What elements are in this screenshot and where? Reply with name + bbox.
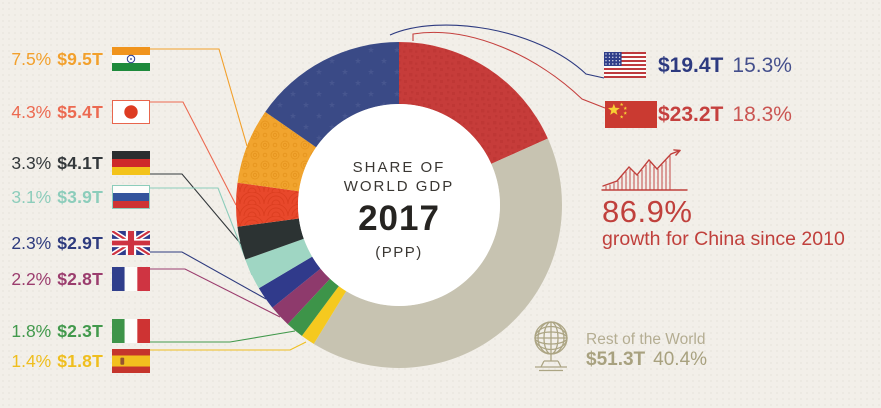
germany-gdp-value: $4.1T [57, 152, 103, 173]
donut-segment-india [237, 111, 317, 192]
center-title-line2: WORLD GDP [343, 178, 455, 195]
donut-segment-united-kingdom [258, 256, 321, 308]
united-kingdom-flag-icon [110, 228, 152, 258]
rest-of-world-label: Rest of the World [586, 331, 706, 348]
russia-flag-icon [112, 185, 150, 209]
italy-gdp-percent: 1.8% [11, 320, 52, 341]
gdp-row-spain: 1.4% $1.8T [0, 349, 150, 373]
center-subtitle: (PPP) [375, 244, 423, 261]
gdp-row-germany: 3.3% $4.1T [0, 151, 150, 175]
gdp-row-russia: 3.1% $3.9T [0, 185, 150, 209]
chart-center-label: SHARE OF WORLD GDP 2017 (PPP) [299, 158, 499, 261]
donut-hole [298, 104, 500, 306]
leader-line-9 [412, 31, 606, 109]
india-flag-icon [112, 47, 150, 71]
leader-line-7 [150, 341, 307, 351]
russia-gdp-value: $3.9T [57, 186, 103, 207]
center-title-line1: SHARE OF [352, 159, 446, 176]
usa-flag-icon [604, 52, 646, 79]
leader-line-8 [389, 24, 605, 79]
leader-line-2 [150, 173, 242, 245]
united-kingdom-gdp-value: $2.9T [57, 232, 103, 253]
gdp-row-united-kingdom: 2.3% $2.9T [0, 228, 152, 258]
leader-line-0 [150, 48, 248, 147]
gdp-row-india: 7.5% $9.5T [0, 47, 150, 71]
italy-flag-icon [112, 319, 150, 343]
spain-flag-icon [112, 349, 150, 373]
gdp-row-japan: 4.3% $5.4T [0, 100, 150, 124]
france-flag-icon [112, 267, 150, 291]
india-gdp-value: $9.5T [57, 48, 103, 69]
donut-segment-spain [301, 286, 347, 344]
usa-gdp-percent: 15.3% [732, 53, 792, 77]
donut-segment-china [399, 42, 548, 164]
china-gdp-percent: 18.3% [732, 102, 792, 126]
china-gdp-label: $23.2T 18.3% [658, 101, 792, 128]
usa-gdp-label: $19.4T 15.3% [658, 52, 792, 79]
russia-gdp-percent: 3.1% [11, 186, 52, 207]
france-gdp-value: $2.8T [57, 268, 103, 289]
spain-gdp-value: $1.8T [57, 350, 103, 371]
leader-line-5 [150, 268, 281, 318]
donut-segment-italy [287, 278, 339, 336]
leader-line-4 [150, 251, 267, 300]
india-gdp-percent: 7.5% [11, 48, 52, 69]
donut-segment-germany [237, 218, 304, 260]
germany-flag-icon [112, 151, 150, 175]
france-gdp-percent: 2.2% [11, 268, 52, 289]
china-growth-percent: 86.9% [602, 194, 693, 229]
globe-icon [534, 321, 568, 372]
china-gdp-value: $23.2T [658, 102, 724, 126]
china-flag-icon [605, 101, 657, 128]
donut-segments [235, 42, 563, 368]
donut-segment-russia [245, 238, 313, 289]
donut-segment-france [272, 268, 331, 325]
gdp-row-italy: 1.8% $2.3T [0, 319, 150, 343]
rest-of-world-value: $51.3T [586, 349, 646, 370]
china-growth-caption: growth for China since 2010 [602, 228, 845, 250]
japan-gdp-percent: 4.3% [11, 101, 52, 122]
japan-gdp-value: $5.4T [57, 101, 103, 122]
spain-gdp-percent: 1.4% [11, 350, 52, 371]
leader-line-6 [150, 330, 296, 343]
growth-chart-icon [601, 149, 688, 191]
italy-gdp-value: $2.3T [57, 320, 103, 341]
usa-gdp-value: $19.4T [658, 53, 724, 77]
rest-of-world-values: $51.3T 40.4% [586, 349, 707, 371]
united-kingdom-gdp-percent: 2.3% [11, 232, 52, 253]
germany-gdp-percent: 3.3% [11, 152, 52, 173]
leader-line-1 [150, 101, 237, 206]
gdp-row-france: 2.2% $2.8T [0, 267, 150, 291]
donut-segment-japan [235, 182, 299, 227]
leader-line-3 [150, 187, 253, 276]
donut-segment-rest-of-the-world [313, 138, 563, 368]
japan-flag-icon [112, 100, 150, 124]
donut-segment-united-states [265, 42, 399, 148]
rest-of-world-percent: 40.4% [653, 349, 708, 370]
center-year: 2017 [358, 199, 440, 238]
leader-lines [150, 24, 606, 351]
